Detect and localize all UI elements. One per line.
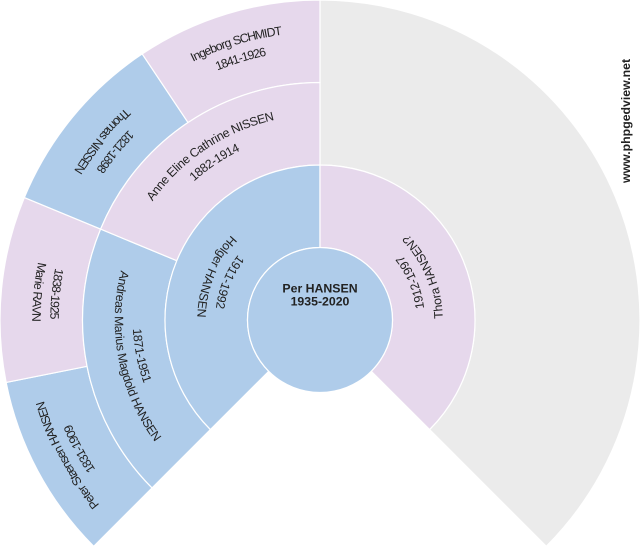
svg-text:Per HANSEN: Per HANSEN xyxy=(282,282,357,296)
svg-text:5: 5 xyxy=(47,312,61,319)
svg-text:www.phpgedview.net: www.phpgedview.net xyxy=(619,59,633,184)
svg-text:1935-2020: 1935-2020 xyxy=(291,295,350,309)
svg-text:N: N xyxy=(194,308,208,318)
svg-text:N: N xyxy=(29,313,43,322)
